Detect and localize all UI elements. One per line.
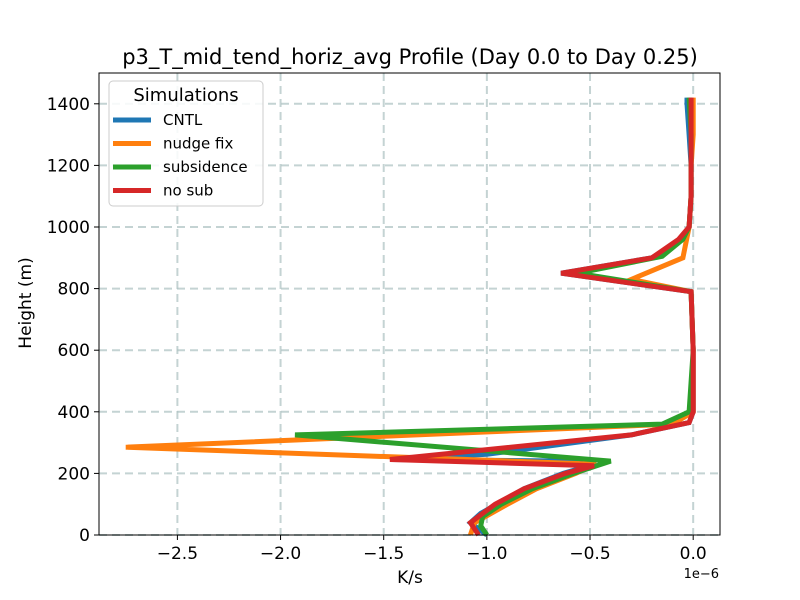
x-tick-label: −1.5 [363, 544, 404, 564]
chart-title: p3_T_mid_tend_horiz_avg Profile (Day 0.0… [122, 45, 698, 70]
legend-items: CNTL nudge fix subsidence no sub [113, 111, 248, 200]
x-tick-label: 0.0 [680, 544, 707, 564]
legend-title: Simulations [133, 85, 238, 106]
series-line-subsidence [294, 97, 696, 537]
y-tick-label: 1400 [47, 95, 90, 115]
x-axis-offset-label: 1e−6 [684, 567, 719, 582]
axis-ticks: −2.5 −2.0 −1.5 −1.0 −0.5 0.0 0 200 400 600 800 1000… [47, 95, 707, 564]
x-tick-label: −2.5 [157, 544, 198, 564]
y-tick-label: 800 [58, 280, 90, 300]
y-tick-label: 200 [58, 464, 90, 484]
y-tick-label: 600 [58, 341, 90, 361]
legend-label-cntl: CNTL [163, 111, 203, 129]
legend-label-no-sub: no sub [163, 182, 213, 200]
series-line-no-sub [389, 97, 696, 537]
plot-frame [98, 72, 721, 536]
y-tick-label: 400 [58, 403, 90, 423]
y-tick-label: 0 [79, 526, 90, 546]
legend: Simulations CNTL nudge fix subsidence no su… [108, 80, 264, 207]
y-tick-label: 1000 [47, 218, 90, 238]
legend-label-nudge-fix: nudge fix [163, 135, 234, 153]
y-axis-label: Height (m) [16, 257, 36, 348]
x-axis-label: K/s [397, 568, 423, 588]
x-tick-label: −0.5 [569, 544, 610, 564]
x-tick-label: −2.0 [260, 544, 301, 564]
series-lines [125, 97, 696, 538]
legend-label-subsidence: subsidence [163, 158, 248, 176]
series-line-cntl [391, 97, 696, 538]
legend-box [108, 80, 264, 207]
y-tick-label: 1200 [47, 156, 90, 176]
x-tick-label: −1.0 [466, 544, 507, 564]
